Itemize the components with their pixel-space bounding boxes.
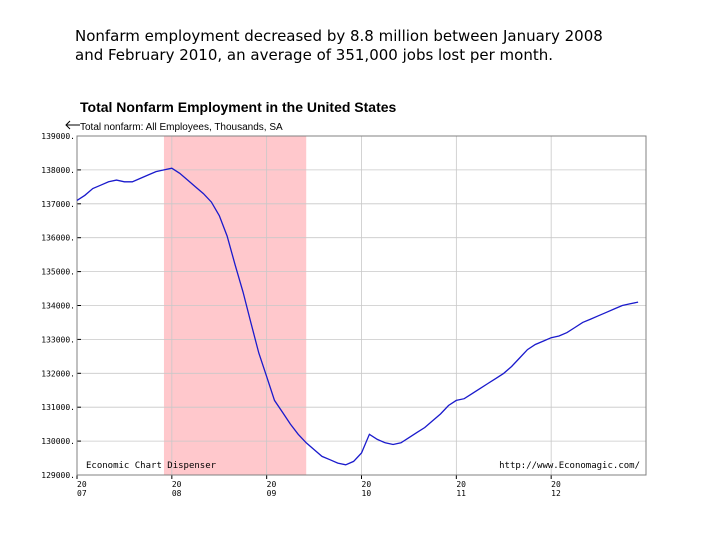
slide-caption: Nonfarm employment decreased by 8.8 mill…: [75, 27, 603, 64]
chart-credit-left: Economic Chart Dispenser: [86, 461, 217, 471]
y-tick-label: 133000.: [41, 335, 75, 344]
y-tick-label: 136000.: [41, 234, 75, 243]
x-tick-label-top: 20: [551, 480, 561, 489]
y-tick-label: 137000.: [41, 200, 75, 209]
y-tick-label: 130000.: [41, 437, 75, 446]
chart-subtitle: Total nonfarm: All Employees, Thousands,…: [80, 122, 283, 133]
x-tick-label-top: 20: [77, 480, 87, 489]
x-tick-label-bottom: 10: [362, 489, 372, 498]
x-tick-label-bottom: 11: [456, 489, 466, 498]
plot-area: 139000. 138000. 137000. 136000. 135000. 13400…: [41, 132, 647, 498]
x-tick-label-top: 20: [362, 480, 372, 489]
employment-series-line: [76, 167, 639, 466]
y-tick-label: 139000.: [41, 132, 75, 141]
y-tick-label: 135000.: [41, 268, 75, 277]
chart-credit-right: http://www.Economagic.com/: [499, 461, 640, 471]
y-tick-label: 131000.: [41, 403, 75, 412]
x-tick-label-bottom: 07: [77, 489, 87, 498]
x-tick-label-bottom: 09: [267, 489, 277, 498]
x-tick-label-top: 20: [172, 480, 182, 489]
x-tick-label-top: 20: [456, 480, 466, 489]
y-tick-label: 138000.: [41, 166, 75, 175]
x-tick-label-bottom: 12: [551, 489, 561, 498]
y-tick-label: 132000.: [41, 369, 75, 378]
y-tick-label: 134000.: [41, 302, 75, 311]
back-arrow-icon: [65, 120, 80, 130]
plot-frame: [76, 135, 647, 476]
x-tick-label-bottom: 08: [172, 489, 182, 498]
chart-title: Total Nonfarm Employment in the United S…: [80, 99, 397, 115]
y-tick-label: 129000.: [41, 471, 75, 480]
x-tick-label-top: 20: [267, 480, 277, 489]
